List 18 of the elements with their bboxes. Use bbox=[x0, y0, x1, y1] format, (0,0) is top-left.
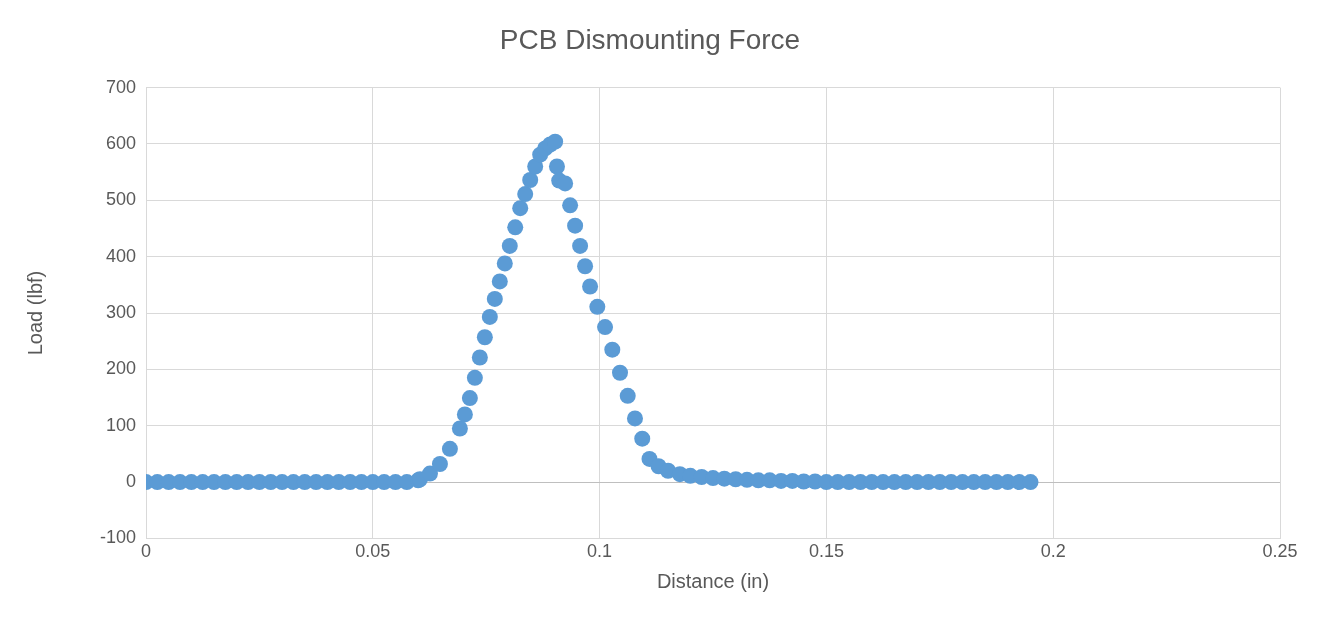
x-tick-label: 0.1 bbox=[587, 541, 613, 562]
y-axis-title: Load (lbf) bbox=[23, 270, 46, 356]
y-tick-label: -100 bbox=[99, 527, 136, 548]
y-tick-label: 0 bbox=[125, 471, 136, 492]
y-tick-label: 700 bbox=[105, 76, 136, 97]
x-tick-label: 0.2 bbox=[1040, 541, 1066, 562]
y-tick-label: 100 bbox=[105, 414, 136, 435]
y-tick-label: 200 bbox=[105, 358, 136, 379]
x-axis-title: Distance (in) bbox=[656, 569, 770, 592]
x-tick-label: 0.15 bbox=[808, 541, 844, 562]
y-tick-label: 500 bbox=[105, 189, 136, 210]
y-tick-label: 300 bbox=[105, 301, 136, 322]
x-tick-label: 0.25 bbox=[1262, 541, 1298, 562]
x-tick-label: 0 bbox=[140, 541, 152, 562]
y-tick-label: 400 bbox=[105, 245, 136, 266]
y-tick-label: 600 bbox=[105, 132, 136, 153]
x-tick-label: 0.05 bbox=[355, 541, 391, 562]
chart-title: PCB Dismounting Force bbox=[499, 23, 801, 55]
